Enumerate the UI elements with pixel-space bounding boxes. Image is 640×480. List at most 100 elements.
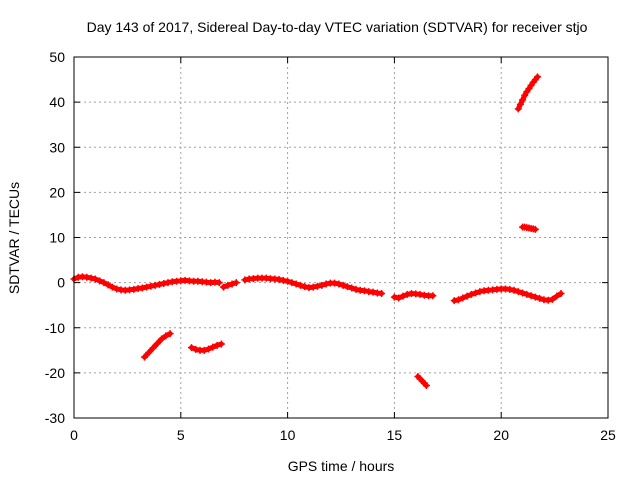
series-neg-arc-5-6 — [187, 340, 225, 354]
x-tick-label: 10 — [280, 427, 296, 443]
data-point — [138, 284, 146, 292]
y-tick-label: -30 — [45, 410, 65, 426]
data-point — [335, 280, 343, 288]
chart-title: Day 143 of 2017, Sidereal Day-to-day VTE… — [87, 19, 588, 35]
data-point — [241, 276, 249, 284]
data-point — [467, 290, 475, 298]
data-point — [192, 345, 200, 353]
data-point — [292, 280, 300, 288]
series-main-track-c — [241, 274, 386, 297]
data-point — [510, 286, 518, 294]
data-point — [429, 292, 437, 300]
data-point — [108, 283, 116, 291]
data-point — [531, 225, 539, 233]
data-point — [145, 349, 153, 357]
data-point — [213, 341, 221, 349]
data-point — [416, 290, 424, 298]
x-tick-label: 15 — [387, 427, 403, 443]
data-point — [536, 294, 544, 302]
y-tick-label: -20 — [45, 365, 65, 381]
data-point — [296, 281, 304, 289]
data-point — [352, 285, 360, 293]
data-point — [390, 293, 398, 301]
data-point — [521, 91, 529, 99]
data-layer — [70, 73, 565, 390]
data-point — [220, 283, 228, 291]
data-point — [275, 275, 283, 283]
data-point — [232, 279, 240, 287]
data-point — [279, 276, 287, 284]
y-axis-label: SDTVAR / TECUs — [6, 182, 22, 294]
data-point — [472, 289, 480, 297]
data-point — [200, 346, 208, 354]
series-main-track-e — [450, 285, 565, 305]
y-tick-label: -10 — [45, 320, 65, 336]
data-point — [527, 292, 535, 300]
data-point — [209, 343, 217, 351]
series-main-track-d — [390, 289, 437, 302]
data-point — [343, 283, 351, 291]
x-axis-label: GPS time / hours — [288, 458, 395, 474]
data-point — [228, 280, 236, 288]
data-point — [531, 293, 539, 301]
data-point — [506, 285, 514, 293]
data-point — [318, 281, 326, 289]
data-point — [322, 280, 330, 288]
data-point — [205, 345, 213, 353]
data-point — [548, 295, 556, 303]
data-point — [147, 282, 155, 290]
y-tick-label: 40 — [49, 94, 65, 110]
data-point — [166, 330, 174, 338]
series-main-track-b — [220, 279, 240, 291]
data-point — [100, 279, 108, 287]
data-point — [160, 280, 168, 288]
data-point — [459, 294, 467, 302]
data-point — [130, 285, 138, 293]
data-point — [314, 282, 322, 290]
data-point — [153, 340, 161, 348]
data-point — [516, 100, 524, 108]
series-line — [515, 74, 540, 112]
data-point — [348, 284, 356, 292]
data-point — [187, 344, 195, 352]
data-point — [288, 279, 296, 287]
series-neg-arc-3-4 — [140, 330, 174, 361]
y-tick-label: 50 — [49, 49, 65, 65]
data-point — [454, 296, 462, 304]
data-point — [87, 274, 95, 282]
x-tick-label: 20 — [493, 427, 509, 443]
y-tick-label: 0 — [57, 275, 65, 291]
y-tick-label: 10 — [49, 230, 65, 246]
data-point — [91, 275, 99, 283]
y-tick-label: 30 — [49, 139, 65, 155]
data-point — [369, 288, 377, 296]
data-point — [104, 281, 112, 289]
data-point — [403, 290, 411, 298]
data-point — [476, 288, 484, 296]
data-point — [158, 335, 166, 343]
data-point — [151, 281, 159, 289]
data-point — [96, 277, 104, 285]
data-point — [553, 292, 561, 300]
data-point — [519, 289, 527, 297]
data-point — [215, 279, 223, 287]
data-point — [395, 294, 403, 302]
data-point — [514, 288, 522, 296]
data-point — [162, 332, 170, 340]
data-point — [339, 281, 347, 289]
data-point — [399, 292, 407, 300]
data-point — [113, 285, 121, 293]
data-point — [155, 280, 163, 288]
data-point — [360, 287, 368, 295]
data-point — [514, 105, 522, 113]
tick-layer: 0 5 10 15 20 25 -30 -20 -10 0 10 20 30 40 50 — [45, 49, 616, 443]
data-point — [83, 273, 91, 281]
x-tick-label: 0 — [70, 427, 78, 443]
x-tick-label: 5 — [177, 427, 185, 443]
data-point — [284, 277, 292, 285]
data-point — [149, 344, 157, 352]
data-point — [164, 279, 172, 287]
data-point — [557, 289, 565, 297]
